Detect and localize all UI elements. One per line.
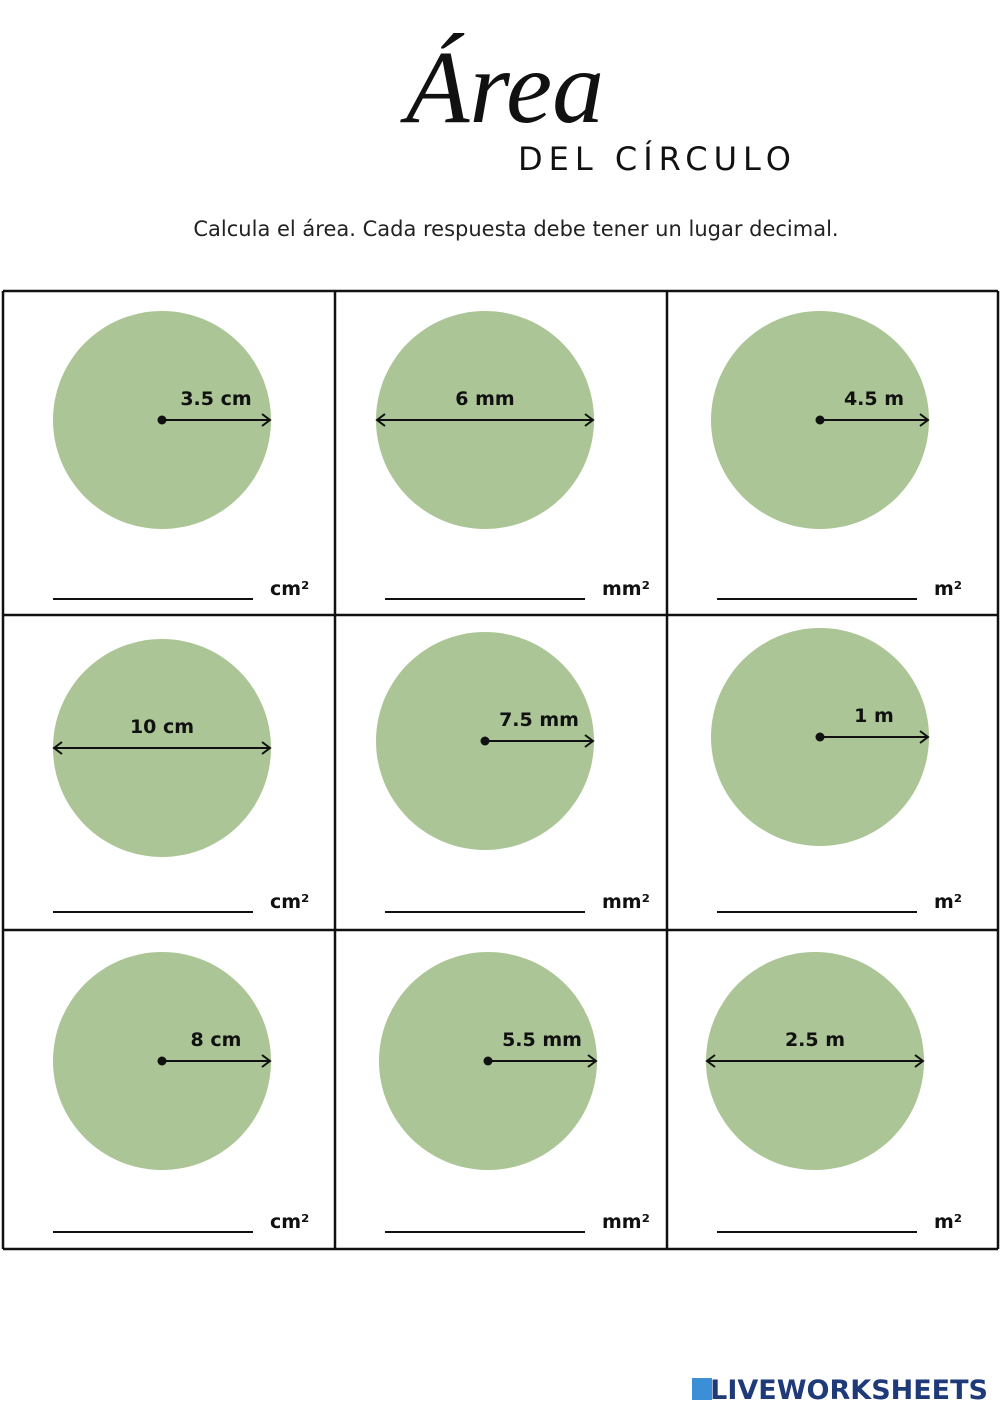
arrow-head: [261, 1054, 272, 1068]
brand-icon: [692, 1378, 712, 1400]
measure-label: 4.5 m: [844, 388, 904, 410]
title: Área: [400, 30, 604, 145]
brand: LIVEWORKSHEETS: [710, 1375, 988, 1406]
unit-label: cm²: [270, 578, 309, 600]
arrow-head: [52, 741, 63, 755]
arrow-head: [914, 1054, 925, 1068]
arrow-head: [375, 413, 386, 427]
instruction: Calcula el área. Cada respuesta debe ten…: [193, 217, 838, 241]
arrow-head: [584, 413, 595, 427]
unit-label: mm²: [602, 891, 650, 913]
measure-label: 6 mm: [455, 388, 514, 410]
unit-label: mm²: [602, 578, 650, 600]
subtitle: DEL CÍRCULO: [518, 140, 797, 178]
measure-label: 3.5 cm: [180, 388, 251, 410]
measure-label: 1 m: [854, 705, 894, 727]
unit-label: cm²: [270, 1211, 309, 1233]
unit-label: m²: [934, 891, 962, 913]
arrow-head: [587, 1054, 598, 1068]
measure-label: 7.5 mm: [499, 709, 579, 731]
unit-label: mm²: [602, 1211, 650, 1233]
unit-label: m²: [934, 1211, 962, 1233]
measure-label: 10 cm: [130, 716, 194, 738]
arrow-head: [261, 413, 272, 427]
measure-label: 8 cm: [191, 1029, 242, 1051]
unit-label: cm²: [270, 891, 309, 913]
arrow-head: [705, 1054, 716, 1068]
measure-label: 2.5 m: [785, 1029, 845, 1051]
arrow-head: [919, 730, 930, 744]
arrow-head: [584, 734, 595, 748]
unit-label: m²: [934, 578, 962, 600]
arrow-head: [261, 741, 272, 755]
measure-label: 5.5 mm: [502, 1029, 582, 1051]
arrow-head: [919, 413, 930, 427]
